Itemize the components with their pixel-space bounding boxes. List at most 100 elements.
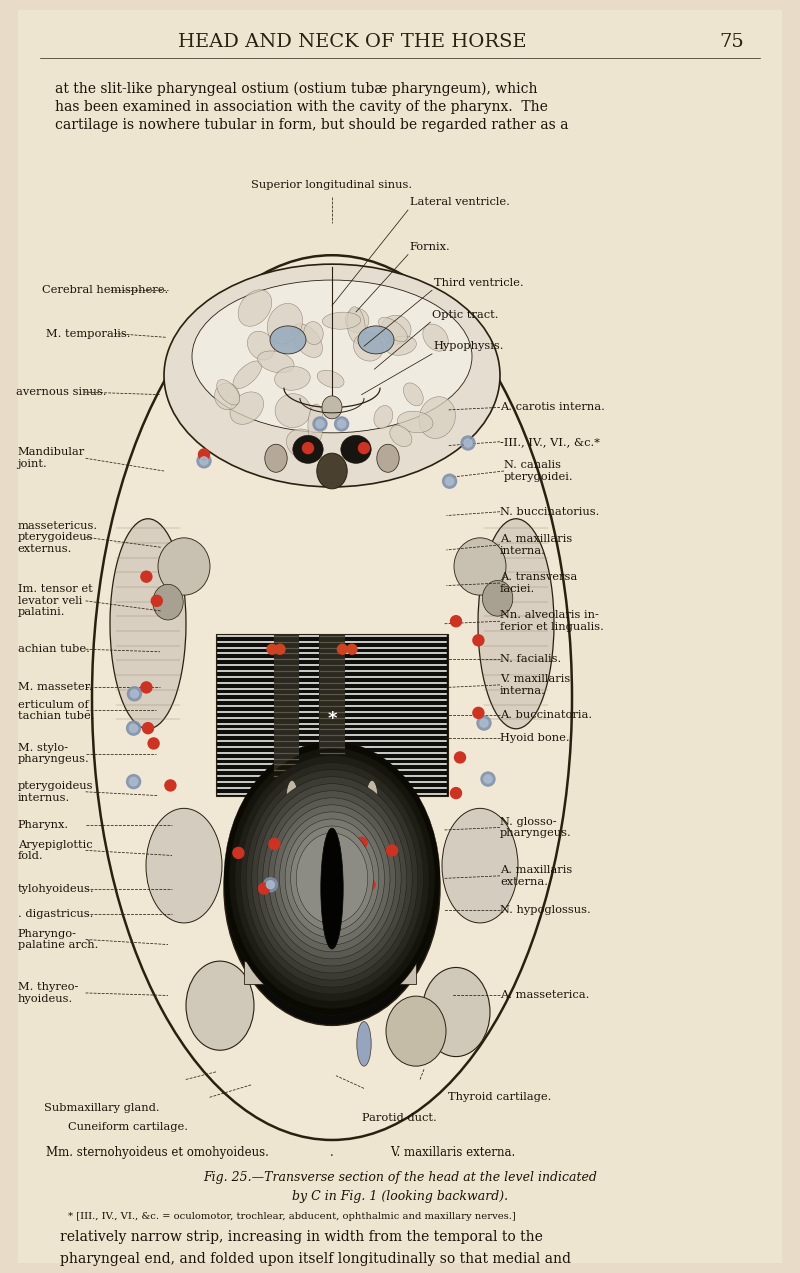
Ellipse shape <box>270 326 306 354</box>
Circle shape <box>267 644 277 654</box>
Circle shape <box>450 616 462 626</box>
Circle shape <box>275 644 285 654</box>
Ellipse shape <box>478 518 554 728</box>
Ellipse shape <box>224 741 440 1016</box>
Ellipse shape <box>286 780 298 819</box>
Text: relatively narrow strip, increasing in width from the temporal to the: relatively narrow strip, increasing in w… <box>60 1231 543 1244</box>
Ellipse shape <box>422 967 490 1057</box>
Text: A. carotis interna.: A. carotis interna. <box>500 402 605 412</box>
Circle shape <box>334 418 349 430</box>
Text: by C in Fig. 1 (looking backward).: by C in Fig. 1 (looking backward). <box>292 1190 508 1203</box>
Ellipse shape <box>419 397 455 438</box>
Text: N. facialis.: N. facialis. <box>500 654 562 665</box>
Ellipse shape <box>247 331 274 360</box>
Text: avernous sinus.: avernous sinus. <box>16 387 106 397</box>
Ellipse shape <box>285 819 379 938</box>
Ellipse shape <box>341 435 371 463</box>
Ellipse shape <box>378 317 407 341</box>
Text: V. maxillaris
interna.: V. maxillaris interna. <box>500 675 570 695</box>
Circle shape <box>473 708 484 718</box>
Ellipse shape <box>146 808 222 923</box>
Text: cartilage is nowhere tubular in form, but should be regarded rather as a: cartilage is nowhere tubular in form, bu… <box>55 118 569 132</box>
Text: Mandibular
joint.: Mandibular joint. <box>18 448 85 468</box>
Text: N. hypoglossus.: N. hypoglossus. <box>500 905 590 915</box>
Ellipse shape <box>153 584 183 620</box>
Text: Superior longitudinal sinus.: Superior longitudinal sinus. <box>251 179 413 190</box>
Ellipse shape <box>290 826 374 931</box>
Text: tylohyoideus.: tylohyoideus. <box>18 883 94 894</box>
Text: erticulum of
tachian tube.: erticulum of tachian tube. <box>18 700 94 721</box>
Circle shape <box>450 788 462 798</box>
Ellipse shape <box>258 351 294 373</box>
Circle shape <box>141 572 152 582</box>
Circle shape <box>442 475 457 488</box>
Text: Thyroid cartilage.: Thyroid cartilage. <box>448 1092 551 1102</box>
Circle shape <box>358 443 370 453</box>
Text: N. glosso-
pharyngeus.: N. glosso- pharyngeus. <box>500 817 572 838</box>
Circle shape <box>313 418 327 430</box>
Ellipse shape <box>186 961 254 1050</box>
Text: A. maxillaris
externa.: A. maxillaris externa. <box>500 866 572 886</box>
Ellipse shape <box>304 322 323 345</box>
Circle shape <box>347 644 357 654</box>
Circle shape <box>151 596 162 606</box>
Ellipse shape <box>235 756 429 1001</box>
Ellipse shape <box>321 827 343 948</box>
Bar <box>274 634 299 796</box>
Circle shape <box>233 848 244 858</box>
Ellipse shape <box>454 537 506 596</box>
Text: Third ventricle.: Third ventricle. <box>434 278 523 288</box>
Text: Pharyngo-
palatine arch.: Pharyngo- palatine arch. <box>18 929 98 950</box>
Text: . digastricus.: . digastricus. <box>18 909 93 919</box>
Circle shape <box>198 449 210 460</box>
Circle shape <box>386 845 398 855</box>
Ellipse shape <box>423 325 448 351</box>
Text: A. buccinatoria.: A. buccinatoria. <box>500 710 592 721</box>
Text: -III., IV., VI., &c.*: -III., IV., VI., &c.* <box>500 437 600 447</box>
Circle shape <box>338 420 346 428</box>
Ellipse shape <box>358 326 394 354</box>
Ellipse shape <box>482 580 513 616</box>
Circle shape <box>130 690 138 698</box>
Ellipse shape <box>377 444 399 472</box>
Text: A. masseterica.: A. masseterica. <box>500 990 590 1001</box>
Text: HEAD AND NECK OF THE HORSE: HEAD AND NECK OF THE HORSE <box>178 33 526 51</box>
Ellipse shape <box>238 290 272 326</box>
Bar <box>319 634 345 796</box>
Ellipse shape <box>217 379 240 405</box>
Text: massetericus.
pterygoideus
externus.: massetericus. pterygoideus externus. <box>18 521 98 554</box>
Bar <box>244 961 416 984</box>
Text: has been examined in association with the cavity of the pharynx.  The: has been examined in association with th… <box>55 101 548 115</box>
Text: Lateral ventricle.: Lateral ventricle. <box>410 197 510 207</box>
Circle shape <box>130 724 138 732</box>
Circle shape <box>473 635 484 645</box>
Circle shape <box>481 773 495 785</box>
Ellipse shape <box>110 518 186 728</box>
Circle shape <box>454 752 466 763</box>
Ellipse shape <box>347 307 365 344</box>
Text: M. stylo-
pharyngeus.: M. stylo- pharyngeus. <box>18 743 90 764</box>
Circle shape <box>362 878 370 886</box>
Text: V. maxillaris externa.: V. maxillaris externa. <box>390 1146 516 1158</box>
Text: at the slit-like pharyngeal ostium (ostium tubæ pharyngeum), which: at the slit-like pharyngeal ostium (osti… <box>55 81 538 97</box>
Circle shape <box>148 738 159 749</box>
Text: Hyoid bone.: Hyoid bone. <box>500 733 570 743</box>
Circle shape <box>302 443 314 453</box>
Text: Aryepiglottic
fold.: Aryepiglottic fold. <box>18 840 92 861</box>
Ellipse shape <box>317 453 347 489</box>
Ellipse shape <box>214 383 239 410</box>
Ellipse shape <box>267 303 302 344</box>
Text: achian tube.: achian tube. <box>18 644 90 654</box>
Circle shape <box>263 878 278 891</box>
Ellipse shape <box>241 763 423 994</box>
Ellipse shape <box>246 770 418 987</box>
Ellipse shape <box>265 444 287 472</box>
Text: M. temporalis.: M. temporalis. <box>46 328 131 339</box>
Ellipse shape <box>274 805 390 952</box>
Text: .: . <box>330 1146 334 1158</box>
Circle shape <box>266 881 274 889</box>
Ellipse shape <box>269 798 395 959</box>
Ellipse shape <box>317 370 344 388</box>
Circle shape <box>258 883 270 894</box>
Ellipse shape <box>442 808 518 923</box>
